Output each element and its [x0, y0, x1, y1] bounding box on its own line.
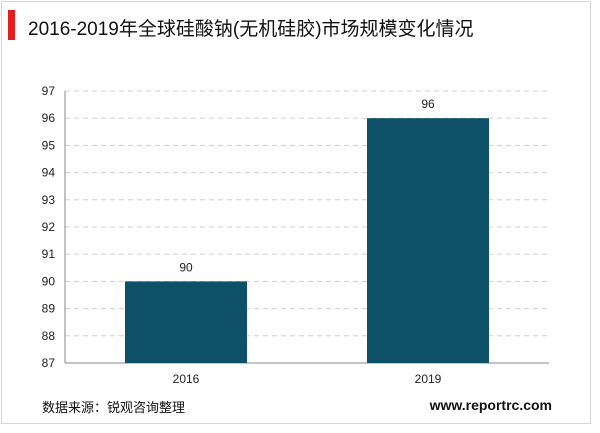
y-tick-label: 88 — [42, 329, 56, 343]
chart-card: 2016-2019年全球硅酸钠(无机硅胶)市场规模变化情况 87 88 89 90 91… — [1, 1, 591, 424]
x-tick-label-2016: 2016 — [173, 372, 200, 386]
y-tick-label: 95 — [42, 138, 56, 152]
y-tick-label: 94 — [42, 166, 56, 180]
y-tick-label: 96 — [42, 111, 56, 125]
bar-chart: 87 88 89 90 91 92 93 94 95 96 97 90 2016 96 2019 — [42, 84, 549, 386]
x-tick-label-2019: 2019 — [415, 372, 442, 386]
y-tick-label: 97 — [42, 84, 56, 98]
chart-title: 2016-2019年全球硅酸钠(无机硅胶)市场规模变化情况 — [28, 19, 474, 40]
y-tick-label: 90 — [42, 274, 56, 288]
bar-2016 — [125, 281, 247, 363]
y-tick-label: 91 — [42, 247, 56, 261]
source-note: 数据来源：锐观咨询整理 — [42, 400, 186, 415]
y-tick-label: 89 — [42, 302, 56, 316]
y-tick-label: 92 — [42, 220, 56, 234]
data-label-2019: 96 — [421, 97, 435, 111]
data-label-2016: 90 — [179, 260, 193, 274]
website-url[interactable]: www.reportrc.com — [429, 397, 552, 413]
y-tick-label: 87 — [42, 356, 56, 370]
title-accent-bar — [8, 10, 15, 40]
bar-2019 — [367, 118, 489, 363]
y-tick-label: 93 — [42, 193, 56, 207]
